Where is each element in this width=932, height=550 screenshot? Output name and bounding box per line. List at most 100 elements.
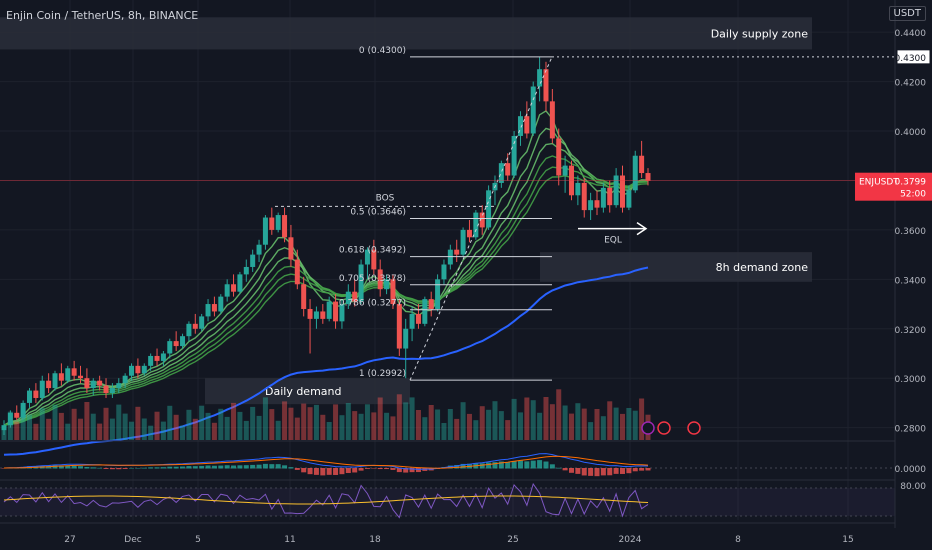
macd-histogram-bar bbox=[626, 468, 632, 474]
macd-histogram-bar bbox=[326, 468, 332, 475]
currency-label[interactable]: USDT bbox=[888, 6, 926, 21]
price-tick-label: 0.4400 bbox=[895, 29, 927, 39]
volume-bar bbox=[441, 423, 447, 440]
macd-histogram-bar bbox=[632, 468, 638, 472]
candle bbox=[192, 323, 198, 329]
volume-bar bbox=[116, 404, 122, 440]
volume-bar bbox=[20, 405, 26, 440]
macd-histogram-bar bbox=[71, 465, 77, 469]
macd-histogram-bar bbox=[275, 464, 281, 469]
macd-tick-label: 0.0000 bbox=[895, 465, 927, 475]
volume-bar bbox=[269, 409, 275, 440]
candle bbox=[256, 244, 262, 255]
volume-bar bbox=[148, 425, 154, 440]
volume-bar bbox=[294, 417, 300, 440]
fib-label: 0.618 (0.3492) bbox=[339, 246, 406, 256]
time-axis bbox=[0, 528, 932, 550]
volume-bar bbox=[313, 404, 319, 440]
volume-bar bbox=[626, 408, 632, 440]
volume-bar bbox=[486, 409, 492, 440]
candle bbox=[562, 165, 568, 176]
candle bbox=[594, 200, 600, 208]
candle bbox=[288, 237, 294, 260]
candle bbox=[530, 86, 536, 134]
volume-bar bbox=[288, 407, 294, 440]
volume-bar bbox=[543, 397, 549, 440]
last-price-value: 0.3799 bbox=[895, 178, 927, 188]
volume-bar bbox=[103, 407, 109, 440]
macd-histogram-bar bbox=[581, 468, 587, 476]
candle bbox=[581, 182, 587, 211]
macd-histogram-bar bbox=[562, 468, 568, 471]
candle bbox=[199, 316, 205, 329]
candle bbox=[224, 284, 230, 297]
candle bbox=[116, 383, 122, 389]
candle bbox=[211, 304, 217, 312]
macd-histogram-bar bbox=[364, 468, 370, 469]
event-icon bbox=[687, 421, 701, 435]
volume-bar bbox=[231, 402, 237, 440]
macd-histogram-bar bbox=[65, 465, 71, 469]
macd-histogram-bar bbox=[199, 465, 205, 469]
time-tick-label: 15 bbox=[842, 535, 853, 545]
macd-histogram-bar bbox=[243, 465, 249, 469]
volume-bar bbox=[492, 401, 498, 440]
candle bbox=[364, 249, 370, 265]
candle bbox=[333, 301, 339, 322]
volume-bar bbox=[517, 412, 523, 440]
volume-bar bbox=[275, 420, 281, 440]
price-tick-label: 0.3200 bbox=[895, 326, 927, 336]
macd-histogram-bar bbox=[492, 462, 498, 469]
volume-bar bbox=[479, 406, 485, 440]
macd-histogram-bar bbox=[358, 468, 364, 471]
candle bbox=[396, 304, 402, 349]
volume-bar bbox=[435, 409, 441, 440]
candle bbox=[160, 353, 166, 361]
candle bbox=[619, 175, 625, 208]
candle bbox=[403, 328, 409, 349]
candle bbox=[524, 116, 530, 134]
volume-bar bbox=[160, 421, 166, 440]
volume-bar bbox=[237, 411, 243, 440]
macd-histogram-bar bbox=[211, 465, 217, 469]
macd-histogram-bar bbox=[454, 464, 460, 469]
price-tick-label: 0.4000 bbox=[895, 128, 927, 138]
macd-histogram-bar bbox=[116, 468, 122, 470]
macd-histogram-bar bbox=[84, 466, 90, 469]
volume-bar bbox=[352, 411, 358, 440]
candle bbox=[517, 116, 523, 136]
candle bbox=[632, 155, 638, 191]
volume-bar bbox=[358, 413, 364, 440]
candle bbox=[428, 299, 434, 309]
candle bbox=[384, 279, 390, 290]
volume-bar bbox=[371, 412, 377, 440]
rsi-ma-line bbox=[3, 495, 649, 505]
volume-bar bbox=[173, 414, 179, 440]
candle bbox=[301, 284, 307, 309]
macd-histogram-bar bbox=[205, 465, 211, 469]
fib-label: 0.705 (0.3378) bbox=[339, 274, 406, 284]
volume-bar bbox=[301, 403, 307, 440]
candle bbox=[415, 313, 421, 324]
volume-bar bbox=[205, 412, 211, 440]
macd-histogram-bar bbox=[313, 468, 319, 475]
candle bbox=[180, 336, 186, 347]
ema-ribbon-line bbox=[3, 175, 649, 426]
candle bbox=[460, 229, 466, 255]
volume-bar bbox=[537, 412, 543, 440]
volume-bar bbox=[7, 411, 13, 440]
fib-label: 1 (0.2992) bbox=[359, 369, 406, 379]
macd-histogram-bar bbox=[122, 468, 128, 469]
macd-histogram-bar bbox=[556, 467, 562, 469]
candle bbox=[7, 412, 13, 426]
macd-histogram-bar bbox=[505, 462, 511, 469]
macd-histogram-bar bbox=[186, 466, 192, 469]
volume-bar bbox=[524, 397, 530, 440]
zone-box bbox=[0, 17, 812, 50]
macd-histogram-bar bbox=[97, 467, 103, 469]
volume-bar bbox=[639, 398, 645, 440]
macd-histogram-bar bbox=[619, 468, 625, 474]
candle bbox=[588, 200, 594, 211]
candle bbox=[345, 291, 351, 305]
